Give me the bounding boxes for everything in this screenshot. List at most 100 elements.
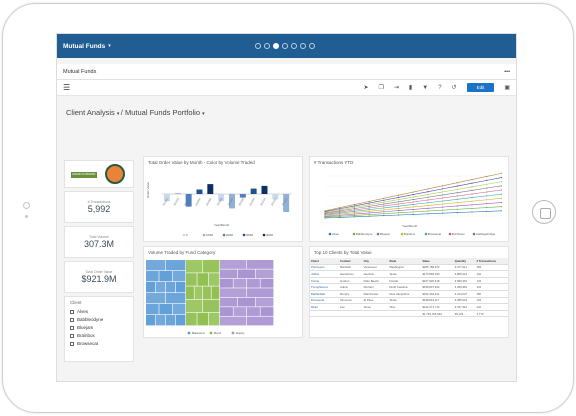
table-row[interactable]: Twinte Gordon Palm Beach Florida $167,920,61… [310,277,508,285]
bar [164,194,170,202]
column-header[interactable]: Value [421,258,454,265]
panel-title: Total Order Value by Month - Color by Vo… [148,160,255,165]
help-icon[interactable]: ? [438,84,442,91]
table-total-row[interactable]: $1,763,766,594 38,123,… 1,779 [310,310,508,318]
column-header[interactable]: Quantity [453,258,476,265]
table-cell: Twinte [310,277,340,285]
panel-title: # Transactions YTD [314,160,354,165]
bar [261,185,268,194]
table-row[interactable]: Babbleblab Murphy Manchester New Hampshire $… [310,290,508,298]
more-icon[interactable]: ••• [504,68,510,75]
present-icon[interactable]: ▣ [504,85,510,91]
table-cell: Browsecat [310,297,340,305]
table-cell: 1,779 [475,310,508,318]
column-header[interactable]: # Transactions [475,258,508,265]
column-header[interactable]: State [388,258,422,265]
table-cell: 3,385,024 [453,297,476,305]
export-icon[interactable]: ⇥ [393,85,399,91]
dashboard-tabbar: Mutual Funds ••• [57,64,516,80]
column-header[interactable]: Contact [339,258,363,265]
top10-panel[interactable]: Top 10 Clients by Total Value Client Cont… [309,246,509,338]
treemap-cell [203,286,211,299]
treemap-cell [166,293,186,304]
series-line [324,189,502,215]
checkbox[interactable] [70,341,74,346]
tab-mutual-funds[interactable]: Mutual Funds [63,68,97,75]
page-dot[interactable] [291,43,297,49]
bookmark-icon[interactable]: ▮ [408,85,413,91]
treemap-cell [156,282,166,293]
breadcrumb-portfolio[interactable]: Mutual Funds Portfolio [124,108,201,117]
list-item[interactable]: Alves [70,309,128,314]
table-cell: New Hampshire [388,290,422,298]
checkbox[interactable] [70,317,74,322]
table-row[interactable]: Midel Lee Akron Ohio $142,271,714 3,337,312 14… [310,303,508,311]
treemap-cell [238,269,256,279]
breadcrumb-client-analysis[interactable]: Client Analysis [66,108,115,117]
share-icon[interactable]: ➤ [363,85,369,91]
table-cell: 3,459,981 [453,283,476,291]
treemap-cell [203,299,220,313]
treemap-cell [247,278,260,288]
table-row[interactable]: Thoughtstorm Arlens Durham North Carolina $1… [310,283,508,291]
filter-icon[interactable]: ▼ [422,84,429,91]
treemap-cell [247,288,274,298]
treemap-panel[interactable]: Volume Traded by Fund Category Balanced B… [143,246,303,338]
column-header[interactable]: Client [310,258,340,265]
table-row[interactable]: Jabbie Henderson Houston Texas $173,865,030 3… [310,270,508,278]
table-row[interactable]: Browsecat Simmons El Paso Texas $148,843,117… [310,297,508,305]
kpi-card-transactions[interactable]: # Transactions 5,992 [64,191,134,223]
table-cell: Texas [388,270,422,278]
treemap-cell [256,269,274,279]
menu-icon[interactable]: ☰ [63,83,71,92]
home-button[interactable] [532,200,556,224]
checkbox[interactable] [70,333,74,338]
series-line [324,210,502,219]
app-title[interactable]: Mutual Funds [63,42,106,50]
legend-label: Cabbagebridge [476,232,496,236]
transactions-chart: Year/Month Alves Babbleodyne Bluejam Brainbo… [324,172,502,236]
list-item[interactable]: Brainbox [70,333,128,338]
x-axis-label: Year/Month [402,224,418,228]
table-cell: 131 [475,283,508,291]
list-item[interactable]: Bluejam [70,325,128,330]
column-header[interactable]: City [362,258,389,265]
legend-swatch [209,331,213,335]
kpi-card-order-value[interactable]: Total Order Value $921.9M [64,261,134,293]
legend-swatch [187,331,191,335]
legend-label: Equity [236,331,245,335]
legend-swatch [328,232,332,236]
copy-icon[interactable]: ❐ [378,85,384,91]
legend-swatch [376,232,380,236]
undo-icon[interactable]: ↺ [451,85,457,91]
kpi-card-volume[interactable]: Total Volume 307.3M [64,226,134,258]
table-cell: North Carolina [388,283,422,291]
treemap-chart: Balanced Bond Equity [146,260,274,335]
page-dot[interactable] [282,43,288,49]
page-dot-active[interactable] [273,43,279,49]
checkbox[interactable] [70,309,74,314]
company-logo: GRAND FORWARD [64,160,134,188]
transactions-panel[interactable]: # Transactions YTD Year/Month Alves Babble… [309,156,509,242]
treemap-cell [208,312,220,326]
table-cell: Gordon [339,277,363,285]
page-dot[interactable] [300,43,306,49]
edit-button[interactable]: Edit [466,83,495,92]
bar [185,194,192,207]
page-dot[interactable] [264,43,270,49]
tick-label: 201510 [259,197,267,207]
table-cell: $158,807,224 [421,283,454,291]
app-header: Mutual Funds ▾ [57,34,516,58]
list-item[interactable]: Browsecat [70,341,128,346]
checkbox[interactable] [70,325,74,330]
table-row[interactable]: Photospan Marshall Vancouver Washington $185… [310,264,508,272]
list-item[interactable]: Babbleodyne [70,317,128,322]
page-dot[interactable] [255,43,261,49]
treemap-cell [146,315,156,326]
legend-label: 200M [226,233,234,237]
table-cell: Vancouver [362,264,389,272]
page-dot[interactable] [309,43,315,49]
chevron-down-icon[interactable]: ▾ [108,43,111,49]
legend-label: Brainbox [404,232,416,236]
order-value-panel[interactable]: Total Order Value by Month - Color by Vo… [143,156,303,242]
